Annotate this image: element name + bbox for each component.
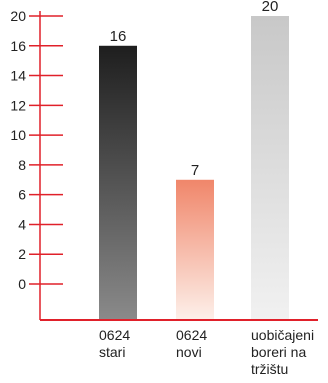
category-label-line: tržištu [251,361,288,377]
category-label: uobičajeni boreri na tržištu [251,327,314,377]
y-tick-label: 12 [10,97,26,113]
y-tick-label: 10 [10,127,26,143]
y-tick-label: 8 [18,157,26,173]
y-tick-label: 4 [18,216,26,232]
category-label-line: stari [99,344,125,360]
bar-1 [176,179,214,320]
category-label-line: 0624 [176,327,207,343]
y-tick-label: 16 [10,38,26,54]
y-tick-label: 6 [18,187,26,203]
category-label-line: boreri na [251,344,306,360]
bar-value-label: 20 [262,0,279,15]
category-label-line: 0624 [99,327,130,343]
category-label: 0624 novi [176,327,207,360]
y-tick-label: 20 [10,8,26,24]
y-tick-label: 2 [18,246,26,262]
bars-layer [99,16,289,321]
bar-0 [99,45,137,321]
bar-value-label: 7 [191,162,199,179]
category-label: 0624 stari [99,327,130,360]
bar-2 [251,16,289,320]
bar-value-label: 16 [110,28,127,45]
y-axis [29,11,318,321]
y-tick-label: 0 [18,276,26,292]
category-label-line: uobičajeni [251,327,314,343]
y-tick-label: 14 [10,68,26,84]
category-label-line: novi [176,344,202,360]
